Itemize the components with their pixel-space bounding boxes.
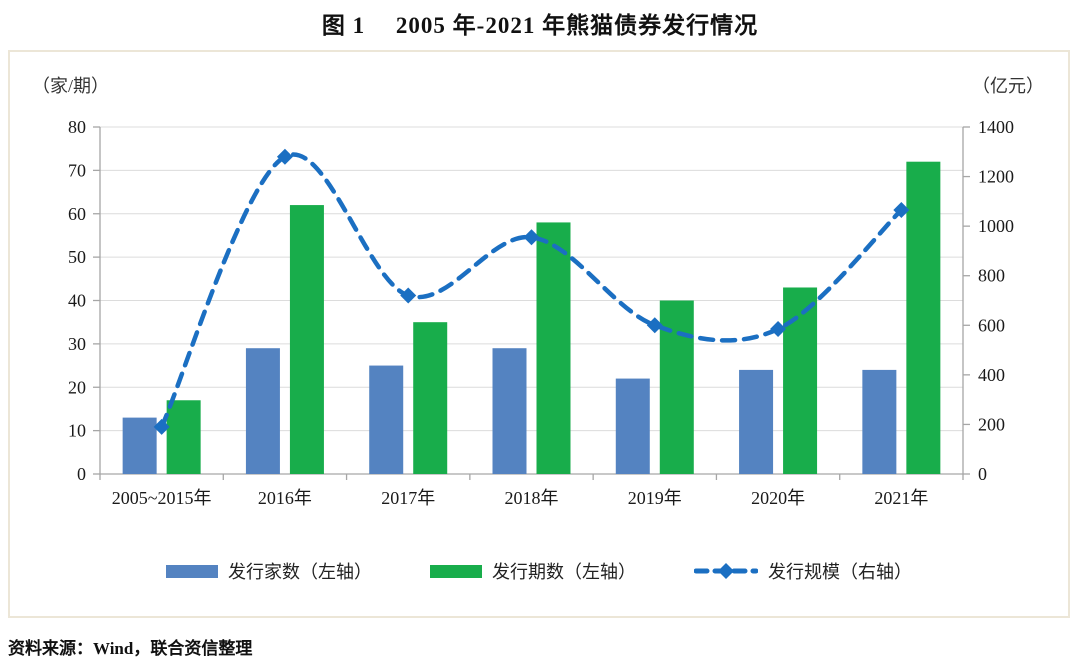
marker-issue-scale-2016年: [276, 148, 293, 165]
x-axis-category-label: 2019年: [628, 488, 682, 508]
x-axis-category-label: 2021年: [874, 488, 928, 508]
right-axis-tick-label: 1000: [978, 216, 1014, 236]
right-axis-tick-label: 800: [978, 266, 1005, 286]
marker-issue-scale-2019年: [646, 317, 663, 334]
legend-label-issuer-count: 发行家数（左轴）: [228, 562, 372, 582]
right-axis-tick-label: 1200: [978, 167, 1014, 187]
bar-issuer-count-2018年: [492, 348, 527, 474]
legend-swatch-issue-scale: [694, 563, 758, 579]
chart-legend: 发行家数（左轴） 发行期数（左轴） 发行规模（右轴）: [10, 558, 1068, 584]
left-axis-tick-label: 60: [68, 204, 86, 224]
bar-issuer-count-2017年: [369, 365, 404, 474]
legend-label-issue-count: 发行期数（左轴）: [492, 562, 636, 582]
marker-issue-scale-2018年: [523, 229, 540, 246]
left-axis-tick-label: 70: [68, 160, 86, 180]
right-axis-tick-label: 200: [978, 414, 1005, 434]
bar-issue-count-2020年: [783, 287, 818, 474]
bar-issuer-count-2016年: [245, 348, 280, 474]
right-axis-tick-label: 0: [978, 464, 987, 484]
legend-item-issuer-count: 发行家数（左轴）: [166, 558, 372, 584]
legend-label-issue-scale: 发行规模（右轴）: [768, 562, 912, 582]
x-axis-category-label: 2005~2015年: [112, 488, 212, 508]
bar-issue-count-2018年: [536, 222, 571, 474]
x-axis-category-label: 2016年: [258, 488, 312, 508]
bar-issuer-count-2005~2015年: [122, 417, 157, 474]
left-axis-tick-label: 40: [68, 291, 86, 311]
bar-issuer-count-2019年: [615, 378, 650, 474]
bar-issue-count-2021年: [906, 161, 941, 474]
bar-issue-count-2017年: [413, 322, 448, 474]
source-note: 资料来源：Wind，联合资信整理: [8, 639, 253, 658]
marker-issue-scale-2021年: [893, 202, 910, 219]
legend-swatch-issuer-count: [166, 564, 218, 578]
right-axis-tick-label: 600: [978, 315, 1005, 335]
chart-area: （家/期） （亿元） 0 10 20 30 40 50 60 70 80 0 200 400 600 80…: [8, 50, 1070, 618]
marker-issue-scale-2017年: [400, 287, 417, 304]
left-axis-tick-label: 0: [77, 464, 86, 484]
x-axis-category-label: 2020年: [751, 488, 805, 508]
left-axis-tick-label: 80: [68, 117, 86, 137]
marker-issue-scale-2020年: [770, 321, 787, 338]
legend-swatch-issue-count: [430, 564, 482, 578]
combo-chart: 0102030405060708002004006008001000120014…: [68, 117, 1014, 508]
bar-issue-count-2016年: [289, 205, 324, 474]
x-axis-category-label: 2017年: [381, 488, 435, 508]
legend-item-issue-scale: 发行规模（右轴）: [694, 558, 912, 584]
bar-issue-count-2005~2015年: [166, 400, 201, 474]
bar-issuer-count-2020年: [739, 369, 774, 474]
right-axis-tick-label: 400: [978, 365, 1005, 385]
left-axis-tick-label: 30: [68, 334, 86, 354]
legend-item-issue-count: 发行期数（左轴）: [430, 558, 636, 584]
left-axis-tick-label: 50: [68, 247, 86, 267]
right-axis-unit-label: （亿元）: [972, 76, 1044, 96]
left-axis-tick-label: 10: [68, 421, 86, 441]
x-axis-category-label: 2018年: [505, 488, 559, 508]
bar-issuer-count-2021年: [862, 369, 897, 474]
right-axis-tick-label: 1400: [978, 117, 1014, 137]
left-axis-unit-label: （家/期）: [32, 76, 110, 96]
left-axis-tick-label: 20: [68, 377, 86, 397]
chart-title: 图 1 2005 年-2021 年熊猫债券发行情况: [321, 13, 759, 38]
marker-issue-scale-2005~2015年: [153, 418, 170, 435]
